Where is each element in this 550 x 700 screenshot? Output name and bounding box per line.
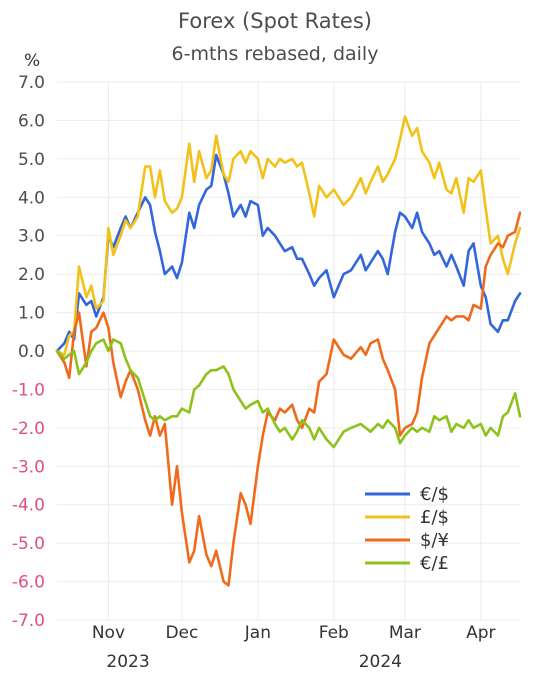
y-tick-label: -3.0 — [12, 457, 45, 477]
y-tick-label: -4.0 — [12, 496, 45, 516]
legend-label: €/£ — [420, 553, 449, 574]
legend-label: $/¥ — [420, 530, 449, 551]
y-tick-label: -2.0 — [12, 419, 45, 439]
y-tick-label: 1.0 — [18, 304, 45, 324]
x-tick-label: Dec — [165, 623, 198, 643]
x-tick-label: Apr — [466, 623, 495, 643]
series-line-3 — [55, 338, 522, 449]
y-tick-label: 2.0 — [18, 265, 45, 285]
x-axis-ticks: Nov Dec Jan Feb Mar Apr 2023 2024 — [92, 623, 496, 672]
legend-label: £/$ — [420, 507, 449, 528]
legend-label: €/$ — [420, 484, 449, 505]
x-tick-label: Mar — [389, 623, 421, 643]
chart-subtitle: 6-mths rebased, daily — [172, 43, 379, 65]
y-tick-label: -1.0 — [12, 380, 45, 400]
y-tick-label: -6.0 — [12, 573, 45, 593]
y-tick-label: 5.0 — [18, 150, 45, 170]
y-tick-label: -7.0 — [12, 611, 45, 631]
y-axis-ticks: 7.0 6.0 5.0 4.0 3.0 2.0 1.0 0.0 -1.0 -2.0 -3.0 -4.0… — [12, 73, 45, 631]
series-line-2 — [55, 211, 522, 587]
y-tick-label: 6.0 — [18, 111, 45, 131]
y-tick-label: 7.0 — [18, 73, 45, 93]
y-tick-label: 4.0 — [18, 188, 45, 208]
x-year-label: 2024 — [359, 652, 402, 672]
y-tick-label: 3.0 — [18, 227, 45, 247]
gridlines — [57, 81, 520, 621]
series-lines — [55, 115, 522, 587]
series-line-0 — [55, 153, 522, 353]
x-tick-label: Nov — [92, 623, 125, 643]
x-tick-label: Feb — [319, 623, 349, 643]
legend: €/$£/$$/¥€/£ — [365, 484, 449, 574]
y-tick-label: -5.0 — [12, 534, 45, 554]
x-year-label: 2023 — [106, 652, 149, 672]
y-tick-label: 0.0 — [18, 342, 45, 362]
series-line-1 — [55, 115, 522, 357]
chart-title: Forex (Spot Rates) — [178, 9, 372, 33]
x-tick-label: Jan — [244, 623, 271, 643]
y-axis-unit-label: % — [24, 51, 40, 71]
